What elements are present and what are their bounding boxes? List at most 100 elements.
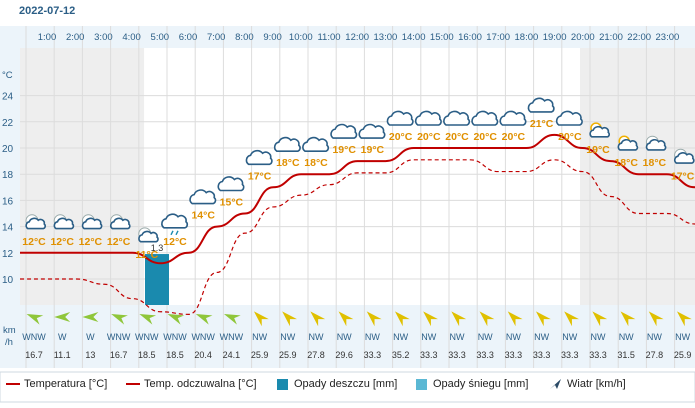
hour-label: 6:00: [179, 32, 198, 43]
hour-label: 15:00: [430, 32, 454, 43]
wind-direction-label: NW: [647, 332, 662, 342]
cloud-icon: [555, 110, 583, 126]
hour-label: 18:00: [515, 32, 539, 43]
wind-arrow-icon: [82, 312, 99, 322]
rain-drop-icon: [175, 230, 179, 236]
cloud-icon: [302, 136, 330, 152]
cloud-icon: [161, 213, 189, 229]
cloud-icon: [330, 123, 358, 139]
wind-direction-label: NW: [365, 332, 380, 342]
y-tick-label: 24: [2, 92, 14, 103]
wind-speed-label: 25.9: [674, 350, 692, 360]
wind-speed-label: 27.8: [307, 350, 325, 360]
legend: Temperatura [°C] Temp. odczuwalna [°C] O…: [0, 372, 695, 402]
wind-arrow-icon: [394, 311, 410, 327]
cloud-icon: [443, 110, 471, 126]
wind-direction-label: WNW: [107, 332, 131, 342]
cloud-icon: [471, 110, 499, 126]
cloud-icon: [81, 217, 103, 230]
cloud-icon: [589, 125, 611, 138]
wind-arrow-icon: [620, 311, 636, 327]
legend-feels-like-label: Temp. odczuwalna [°C]: [144, 378, 257, 390]
legend-feels-like-swatch: [126, 383, 140, 386]
legend-feels-like: Temp. odczuwalna [°C]: [126, 378, 257, 390]
y-tick-label: 16: [2, 196, 14, 207]
wind-arrow-icon: [195, 314, 213, 325]
legend-temperature-label: Temperatura [°C]: [24, 378, 108, 390]
hour-label: 17:00: [486, 32, 510, 43]
wind-speed-label: 20.4: [194, 350, 212, 360]
temp-label: 17°C: [248, 170, 272, 182]
wind-speed-label: 27.8: [646, 350, 664, 360]
cloud-icon: [273, 136, 301, 152]
wind-direction-label: NW: [252, 332, 267, 342]
y-tick-label: 12: [2, 249, 14, 260]
temperature-line: [20, 133, 695, 265]
cloud-icon: [645, 139, 667, 151]
wind-speed-label: 35.2: [392, 350, 410, 360]
wind-speed-label: 33.3: [533, 350, 551, 360]
wind-speed-label: 11.1: [54, 350, 71, 360]
feels-like-line: [20, 159, 695, 315]
cloud-icon: [499, 110, 527, 126]
temp-label: 21°C: [530, 118, 554, 130]
temp-label: 12°C: [107, 236, 131, 248]
wind-speed-label: 25.9: [279, 350, 297, 360]
y-tick-label: 22: [2, 118, 14, 129]
wind-direction-label: W: [86, 332, 95, 342]
temp-label: 20°C: [417, 131, 441, 143]
hour-label: 7:00: [207, 32, 226, 43]
temp-axis-band: [0, 48, 20, 305]
cloud-icon: [245, 149, 273, 166]
wind-speed-label: 33.3: [561, 350, 579, 360]
y-tick-label: 20: [2, 144, 14, 155]
date-title: 2022-07-12: [19, 5, 76, 17]
cloud-icon: [53, 217, 75, 230]
wind-direction-label: NW: [450, 332, 465, 342]
hour-header-band: [0, 26, 695, 48]
hour-label: 1:00: [38, 32, 57, 43]
wind-arrow-icon: [592, 311, 608, 327]
hour-label: 5:00: [151, 32, 170, 43]
wind-speed-label: 29.6: [335, 350, 353, 360]
temp-label: 15°C: [220, 197, 244, 209]
hour-label: 23:00: [656, 32, 680, 43]
wind-arrow-icon: [167, 314, 185, 325]
hour-label: 20:00: [571, 32, 595, 43]
hour-label: 3:00: [94, 32, 113, 43]
wind-arrow-icon: [535, 311, 551, 327]
temp-label: 19°C: [361, 144, 385, 156]
wind-direction-label: NW: [562, 332, 577, 342]
wind-arrow-icon: [648, 311, 664, 327]
y-axis-unit: °C: [2, 70, 13, 81]
wind-speed-label: 33.3: [420, 350, 438, 360]
hour-label: 2:00: [66, 32, 85, 43]
legend-frame: [0, 371, 695, 403]
wind-arrow-icon: [564, 311, 579, 327]
wind-speed-label: 33.3: [448, 350, 466, 360]
y-tick-label: 14: [2, 223, 14, 234]
y-tick-label: 10: [2, 275, 14, 286]
wind-speed-label: 33.3: [364, 350, 382, 360]
cloud-icon: [617, 139, 639, 151]
cloud-icon: [217, 176, 245, 192]
wind-arrow-icon: [338, 311, 354, 327]
temp-label: 18°C: [276, 157, 300, 169]
wind-arrow-icon: [423, 311, 438, 327]
wind-direction-label: WNW: [135, 332, 159, 342]
wind-arrow-icon: [676, 311, 692, 327]
temp-label: 18°C: [614, 157, 638, 169]
temp-label: 17°C: [671, 170, 695, 182]
wind-speed-label: 25.9: [251, 350, 269, 360]
temp-label: 12°C: [22, 236, 46, 248]
hour-label: 12:00: [345, 32, 369, 43]
temp-label: 20°C: [473, 131, 497, 143]
wind-direction-label: NW: [421, 332, 436, 342]
cloud-icon: [386, 110, 414, 126]
wind-speed-label: 16.7: [25, 350, 43, 360]
hour-label: 8:00: [235, 32, 254, 43]
temp-label: 12°C: [79, 236, 103, 248]
wind-arrow-icon: [366, 311, 382, 327]
